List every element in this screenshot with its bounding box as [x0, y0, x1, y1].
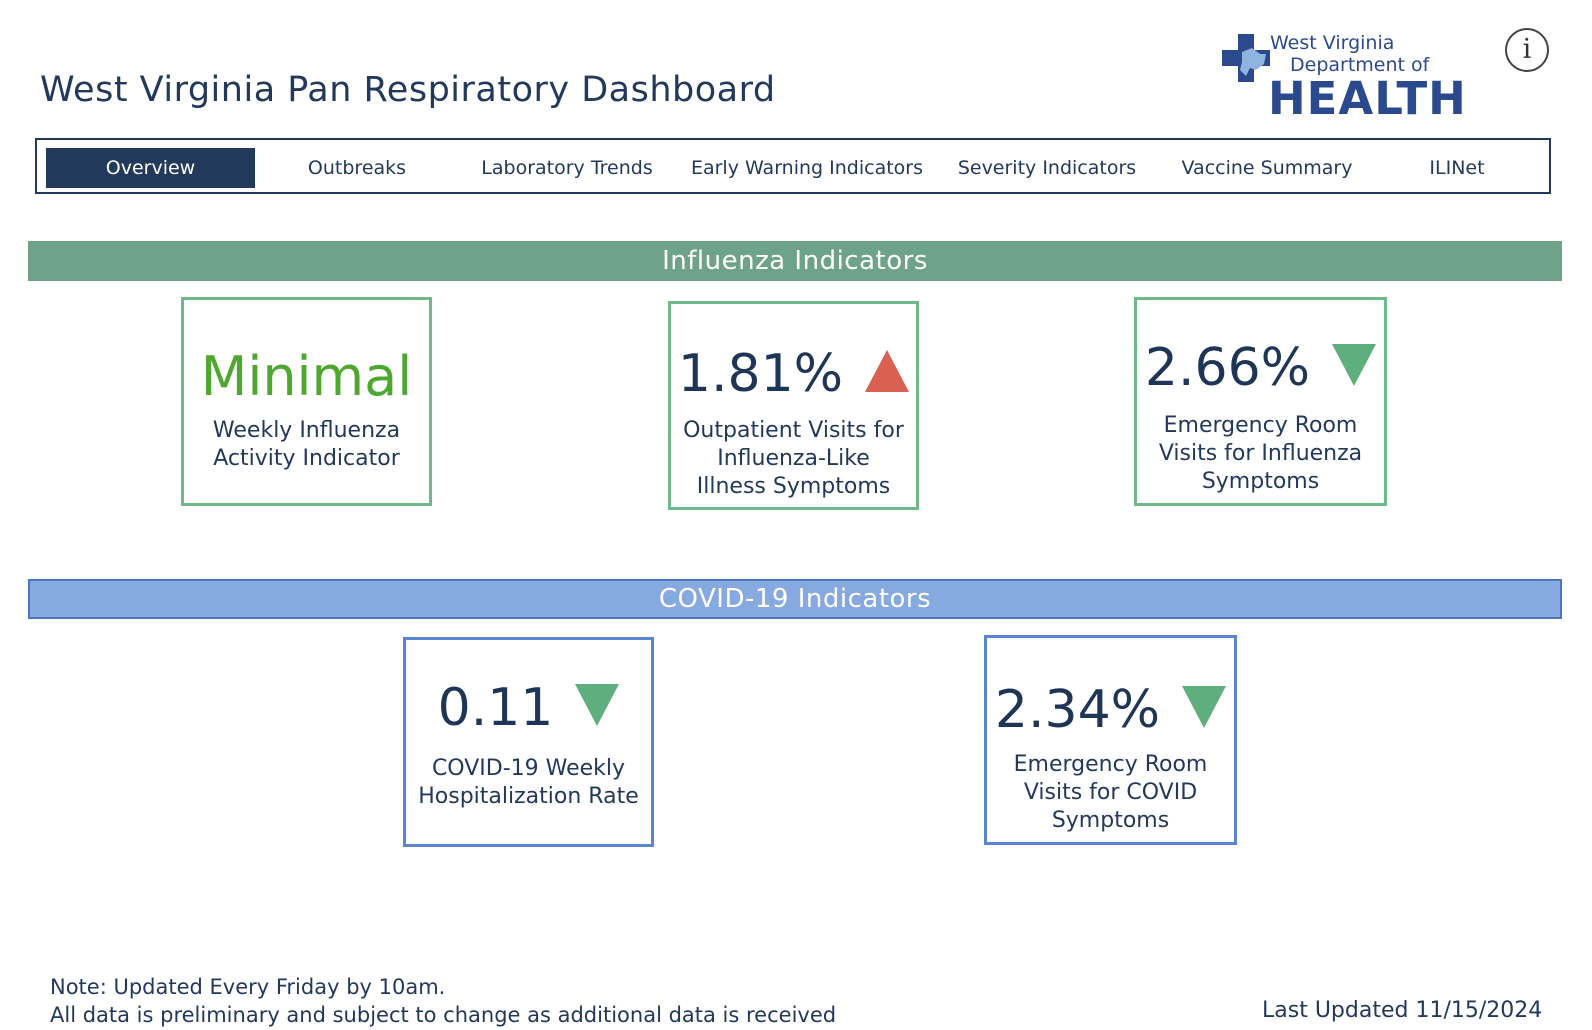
tab-vaccine-summary[interactable]: Vaccine Summary	[1181, 157, 1353, 179]
footer-note: Note: Updated Every Friday by 10am. All …	[50, 973, 836, 1029]
er-covid-value: 2.34%	[994, 680, 1161, 740]
trend-up-icon	[865, 350, 910, 392]
trend-down-icon	[1182, 686, 1227, 728]
note-line-2: All data is preliminary and subject to c…	[50, 1003, 837, 1027]
health-cross-icon	[1222, 34, 1270, 82]
covid-indicators-banner: COVID-19 Indicators	[28, 579, 1562, 619]
last-updated-date: 11/15/2024	[1415, 998, 1543, 1023]
influenza-activity-card: Minimal Weekly Influenza Activity Indica…	[181, 297, 432, 506]
covid-hospitalization-card: 0.11 COVID-19 Weekly Hospitalization Rat…	[403, 637, 654, 847]
influenza-activity-label: Weekly Influenza Activity Indicator	[212, 418, 401, 471]
outpatient-ili-card: 1.81% Outpatient Visits for Influenza-Li…	[668, 301, 919, 510]
info-icon[interactable]: i	[1505, 28, 1549, 72]
page-title: West Virginia Pan Respiratory Dashboard	[40, 70, 776, 110]
logo-line-3: HEALTH	[1268, 72, 1467, 125]
logo-line-2: Department of	[1290, 54, 1430, 76]
er-covid-label: Emergency Room Visits for COVID Symptoms	[1013, 752, 1208, 833]
tab-laboratory-trends[interactable]: Laboratory Trends	[481, 157, 653, 179]
er-influenza-label: Emergency Room Visits for Influenza Symp…	[1158, 413, 1363, 494]
er-covid-value-row: 2.34%	[987, 680, 1234, 740]
influenza-activity-value: Minimal	[200, 345, 413, 408]
covid-hospitalization-label: COVID-19 Weekly Hospitalization Rate	[418, 756, 639, 809]
note-line-1: Note: Updated Every Friday by 10am.	[50, 975, 446, 999]
influenza-indicators-banner: Influenza Indicators	[28, 241, 1562, 281]
er-influenza-card: 2.66% Emergency Room Visits for Influenz…	[1134, 297, 1387, 506]
outpatient-ili-label: Outpatient Visits for Influenza-Like Ill…	[683, 418, 904, 499]
tab-severity-indicators[interactable]: Severity Indicators	[957, 157, 1137, 179]
er-covid-card: 2.34% Emergency Room Visits for COVID Sy…	[984, 635, 1237, 845]
wv-health-logo: West Virginia Department of HEALTH	[1218, 32, 1466, 125]
tab-overview[interactable]: Overview	[46, 148, 255, 188]
last-updated-label: Last Updated	[1262, 998, 1409, 1023]
trend-down-icon	[575, 684, 620, 726]
er-influenza-value-row: 2.66%	[1137, 338, 1384, 398]
er-influenza-value: 2.66%	[1144, 338, 1311, 398]
covid-hospitalization-value-row: 0.11	[406, 678, 651, 738]
tab-ilinet[interactable]: ILINet	[1429, 157, 1485, 179]
nav-tabs: Overview Outbreaks Laboratory Trends Ear…	[35, 138, 1551, 194]
outpatient-ili-value-row: 1.81%	[671, 344, 916, 404]
last-updated: Last Updated 11/15/2024	[1262, 998, 1542, 1023]
trend-down-icon	[1332, 344, 1377, 386]
tab-early-warning-indicators[interactable]: Early Warning Indicators	[690, 157, 924, 179]
logo-line-1: West Virginia	[1270, 32, 1395, 54]
outpatient-ili-value: 1.81%	[677, 344, 844, 404]
covid-hospitalization-value: 0.11	[437, 678, 554, 738]
tab-outbreaks[interactable]: Outbreaks	[307, 157, 407, 179]
